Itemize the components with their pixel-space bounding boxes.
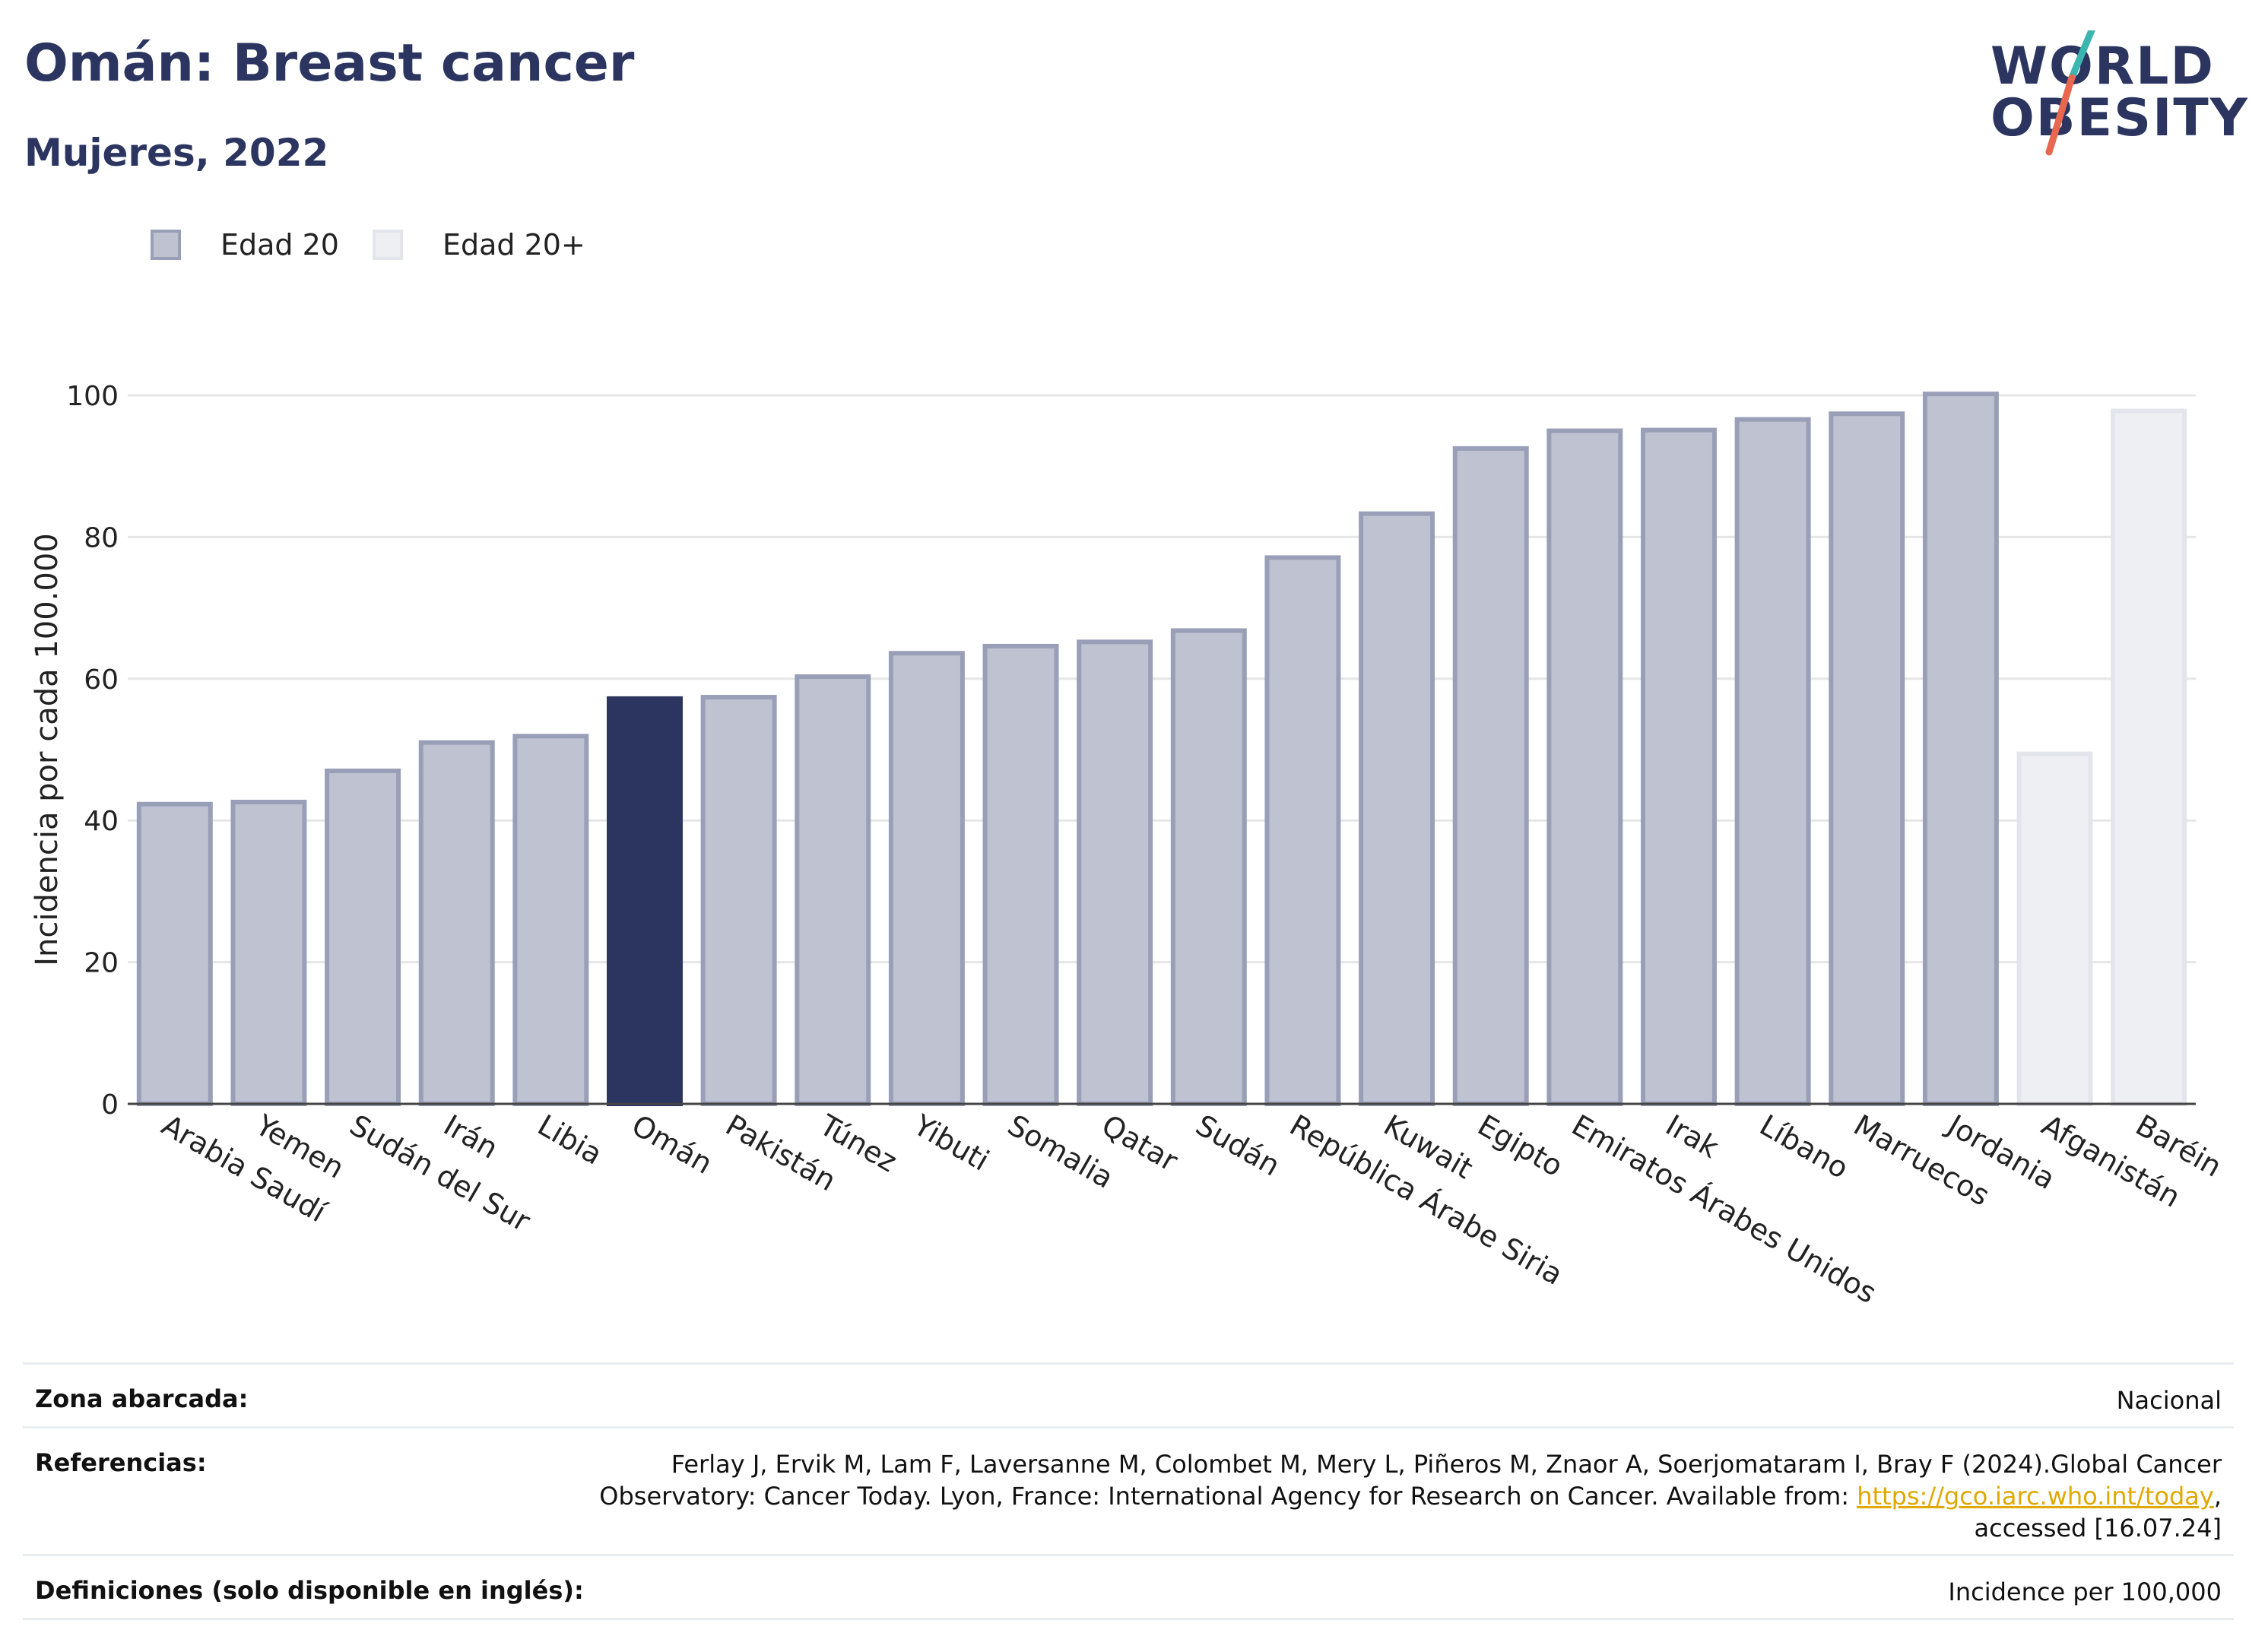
bar-7 [700,695,777,1106]
chart-footer: Zona abarcada: Nacional Referencias: Fer… [23,1362,2234,1620]
bar-12 [1170,628,1247,1106]
logo-line-2: OBESITY [1990,88,2249,148]
bar-11 [1077,639,1153,1106]
references-line-2-suffix: , [2213,1482,2222,1511]
x-tick-label: Libia [532,1108,608,1172]
page-title: Omán: Breast cancer [24,33,635,94]
bar-20 [1922,392,1999,1106]
bar-13 [1264,555,1341,1106]
legend-swatch [373,230,403,260]
references-value: Ferlay J, Ervik M, Lam F, Laversanne M, … [599,1448,2222,1544]
bar-21 [2016,751,2093,1106]
y-tick-label: 20 [84,948,119,979]
x-tick-label: Irán [438,1108,503,1165]
bar-2 [230,799,307,1107]
x-tick-label: Yibuti [908,1108,995,1178]
x-tick-label: Emiratos Árabes Unidos [1566,1108,1883,1310]
y-tick-label: 0 [101,1089,119,1121]
bar-10 [982,643,1059,1106]
definitions-value: Incidence per 100,000 [1948,1577,2222,1606]
bar-9 [888,651,965,1106]
logo-slash-icon [2045,30,2095,156]
references-line-2: Observatory: Cancer Today. Lyon, France:… [599,1480,2222,1512]
bar-3 [325,768,401,1107]
references-line-3: accessed [16.07.24] [1974,1514,2222,1543]
y-tick-label: 60 [84,664,119,696]
y-tick-label: 80 [84,522,119,553]
bar-6 [607,696,683,1106]
world-obesity-logo: WORLD OBESITY [1984,30,2247,160]
x-tick-label: Líbano [1754,1108,1854,1185]
footer-row-definitions: Definiciones (solo disponible en inglés)… [23,1554,2234,1618]
bar-8 [795,674,871,1106]
x-tick-label: Egipto [1472,1108,1569,1184]
logo-line-1: WORLD [1990,36,2215,97]
footer-divider [23,1618,2234,1620]
references-line-2-text: Observatory: Cancer Today. Lyon, France:… [599,1482,1857,1511]
references-line-1: Ferlay J, Ervik M, Lam F, Laversanne M, … [671,1450,2222,1479]
legend-swatch [151,230,181,260]
bar-15 [1452,446,1529,1106]
bar-22 [2111,408,2187,1106]
bar-17 [1641,427,1717,1106]
legend-label: Edad 20 [220,228,339,262]
references-link[interactable]: https://gco.iarc.who.int/today [1857,1482,2214,1511]
y-tick-label: 100 [66,381,119,412]
y-tick-label: 40 [84,806,119,837]
legend-label: Edad 20+ [443,228,585,262]
footer-row-references: Referencias: Ferlay J, Ervik M, Lam F, L… [23,1426,2234,1554]
footer-row-coverage: Zona abarcada: Nacional [23,1362,2234,1426]
x-tick-label: Sudán del Sur [344,1108,536,1238]
bar-19 [1829,411,1905,1106]
x-tick-label: Sudán [1190,1108,1286,1183]
x-tick-label: Somalia [1002,1108,1119,1195]
x-tick-label: Irak [1661,1108,1724,1165]
bar-4 [418,740,495,1106]
coverage-value: Nacional [2116,1386,2222,1415]
page-subtitle: Mujeres, 2022 [24,131,329,175]
bar-1 [136,801,213,1107]
bar-18 [1734,417,1811,1106]
bar-5 [512,734,589,1106]
coverage-label: Zona abarcada: [35,1384,249,1413]
bar-14 [1359,511,1435,1106]
definitions-label: Definiciones (solo disponible en inglés)… [35,1576,584,1605]
bar-16 [1546,428,1623,1106]
references-label: Referencias: [35,1448,207,1477]
y-axis-title: Incidencia por cada 100.000 [30,533,65,966]
x-tick-label: Omán [626,1108,718,1181]
